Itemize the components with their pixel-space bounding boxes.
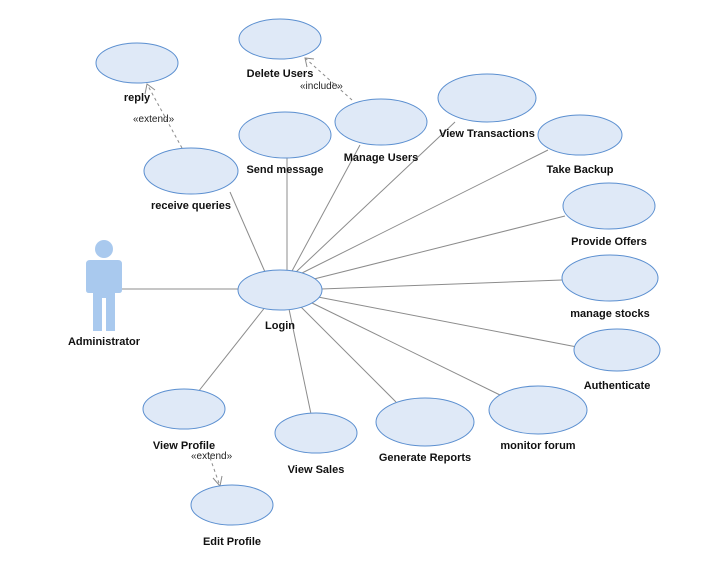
- use-case-view-transactions[interactable]: View Transactions: [437, 73, 537, 140]
- use-case-take-backup[interactable]: Take Backup: [537, 114, 623, 176]
- assoc-login-view-transactions: [295, 121, 456, 273]
- assoc-login-provide-offers: [309, 215, 566, 281]
- use-case-label: Login: [265, 320, 295, 332]
- use-case-generate-reports[interactable]: Generate Reports: [375, 397, 475, 464]
- use-case-provide-offers[interactable]: Provide Offers: [562, 182, 656, 248]
- dependencies: [144, 57, 353, 488]
- assoc-login-authenticate: [317, 296, 578, 348]
- use-case-label: Edit Profile: [203, 536, 261, 548]
- assoc-login-generate-reports: [299, 305, 397, 403]
- include-manage-users-delete-users: [304, 57, 353, 101]
- use-case-label: View Transactions: [439, 128, 535, 140]
- use-case-login[interactable]: Login: [237, 269, 323, 332]
- associations: [122, 121, 578, 415]
- use-case-monitor-forum[interactable]: monitor forum: [488, 385, 588, 452]
- actor-body-icon: [86, 260, 122, 331]
- assoc-login-manage-users: [291, 144, 361, 272]
- actor-name: Administrator: [68, 336, 141, 348]
- use-case-edit-profile[interactable]: Edit Profile: [190, 484, 274, 548]
- assoc-login-view-sales: [288, 308, 312, 415]
- use-case-label: Take Backup: [546, 164, 613, 176]
- use-case-label: Provide Offers: [571, 236, 647, 248]
- extend-profile-label: «extend»: [191, 451, 233, 462]
- use-case-view-sales[interactable]: View Sales: [274, 412, 358, 476]
- use-case-label: monitor forum: [500, 440, 575, 452]
- assoc-login-take-backup: [299, 149, 549, 275]
- actor-administrator[interactable]: Administrator: [68, 240, 141, 348]
- extend-reply-arrowhead: [144, 83, 156, 95]
- use-case-label: receive queries: [151, 200, 231, 212]
- use-case-label: Delete Users: [247, 68, 314, 80]
- use-case-manage-users[interactable]: Manage Users: [334, 98, 428, 164]
- use-case-label: Authenticate: [584, 380, 651, 392]
- use-case-label: reply: [124, 92, 151, 104]
- use-case-send-message[interactable]: Send message: [238, 111, 332, 176]
- use-case-manage-stocks[interactable]: manage stocks: [561, 254, 659, 320]
- use-case-authenticate[interactable]: Authenticate: [573, 328, 661, 392]
- assoc-login-view-profile: [197, 305, 267, 393]
- extend-edit-profile-view-profile: [207, 451, 221, 487]
- extend-receive-queries-reply: [146, 83, 183, 149]
- use-case-delete-users[interactable]: Delete Users: [238, 18, 322, 80]
- extend-profile-arrowhead: [212, 475, 223, 488]
- use-case-label: View Sales: [288, 464, 345, 476]
- include-label: «include»: [300, 81, 343, 92]
- assoc-login-monitor-forum: [309, 301, 501, 396]
- use-case-reply[interactable]: reply: [95, 42, 179, 104]
- actor-head: [95, 240, 113, 258]
- use-case-receive-queries[interactable]: receive queries: [143, 147, 239, 212]
- use-case-view-profile[interactable]: View Profile: [142, 388, 226, 452]
- include-arrowhead: [304, 57, 315, 68]
- use-case-label: Generate Reports: [379, 452, 471, 464]
- use-case-label: manage stocks: [570, 308, 649, 320]
- use-case-label: Manage Users: [344, 152, 419, 164]
- extend-reply-label: «extend»: [133, 114, 175, 125]
- use-case-label: View Profile: [153, 440, 215, 452]
- use-case-label: Send message: [246, 164, 323, 176]
- assoc-login-receive-queries: [229, 191, 266, 273]
- assoc-login-manage-stocks: [320, 279, 563, 290]
